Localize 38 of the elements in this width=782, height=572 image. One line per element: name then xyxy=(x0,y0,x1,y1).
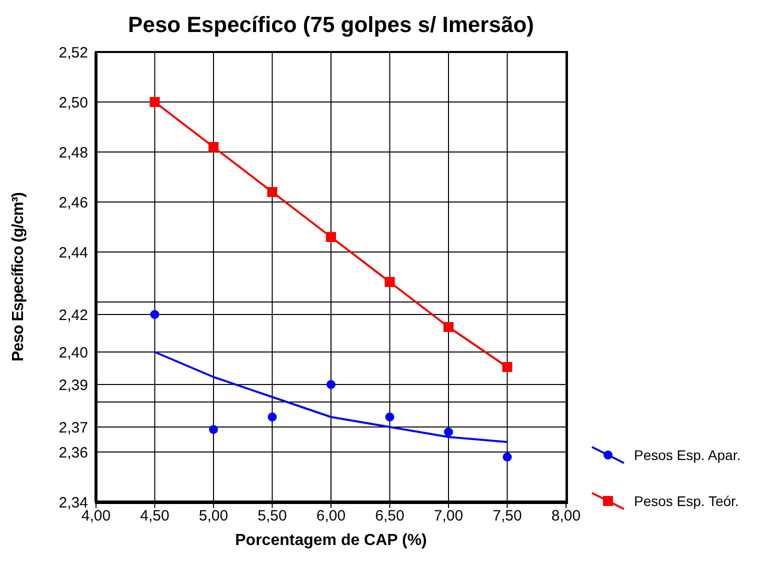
point xyxy=(150,310,160,319)
y-axis-title: Peso Específico (g/cm³) xyxy=(10,192,28,364)
y-tick-label: 2,42 xyxy=(58,306,88,324)
x-tick-label: 8,00 xyxy=(551,508,581,525)
chart-title: Peso Específico (75 golpes s/ Imersão) xyxy=(127,12,535,38)
y-tick-label: 2,50 xyxy=(58,94,88,112)
y-tick-label: 2,36 xyxy=(58,444,88,462)
x-tick-label: 6,50 xyxy=(375,508,404,525)
y-tick-label: 2,40 xyxy=(58,344,88,362)
point xyxy=(502,362,512,372)
point xyxy=(385,412,394,422)
y-tick-label: 2,39 xyxy=(58,376,88,394)
point xyxy=(150,97,160,107)
legend-label: Pesos Esp. Apar. xyxy=(634,447,741,463)
point xyxy=(209,425,218,434)
point xyxy=(444,428,453,436)
legend-label: Pesos Esp. Teór. xyxy=(634,493,739,509)
point xyxy=(268,412,277,422)
point xyxy=(208,142,218,152)
x-axis-title: Porcentagem de CAP (%) xyxy=(234,532,428,550)
y-tick-label: 2,37 xyxy=(58,419,88,436)
point xyxy=(267,187,278,197)
point xyxy=(444,322,454,332)
line-series xyxy=(154,351,508,443)
x-tick-label: 5,50 xyxy=(258,508,287,525)
x-tick-label: 5,00 xyxy=(198,508,228,525)
x-tick-label: 7,50 xyxy=(492,508,522,525)
point xyxy=(384,277,395,287)
y-tick-label: 2,44 xyxy=(58,244,88,262)
x-tick-label: 4,50 xyxy=(140,508,170,525)
point xyxy=(502,452,512,462)
y-tick-label: 2,48 xyxy=(58,144,88,162)
y-tick-label: 2,46 xyxy=(58,194,88,212)
x-tick-label: 7,00 xyxy=(434,508,464,525)
y-tick-label: 2,52 xyxy=(58,44,88,62)
point xyxy=(326,380,336,389)
point xyxy=(326,232,336,242)
x-tick-label: 6,00 xyxy=(316,508,346,525)
